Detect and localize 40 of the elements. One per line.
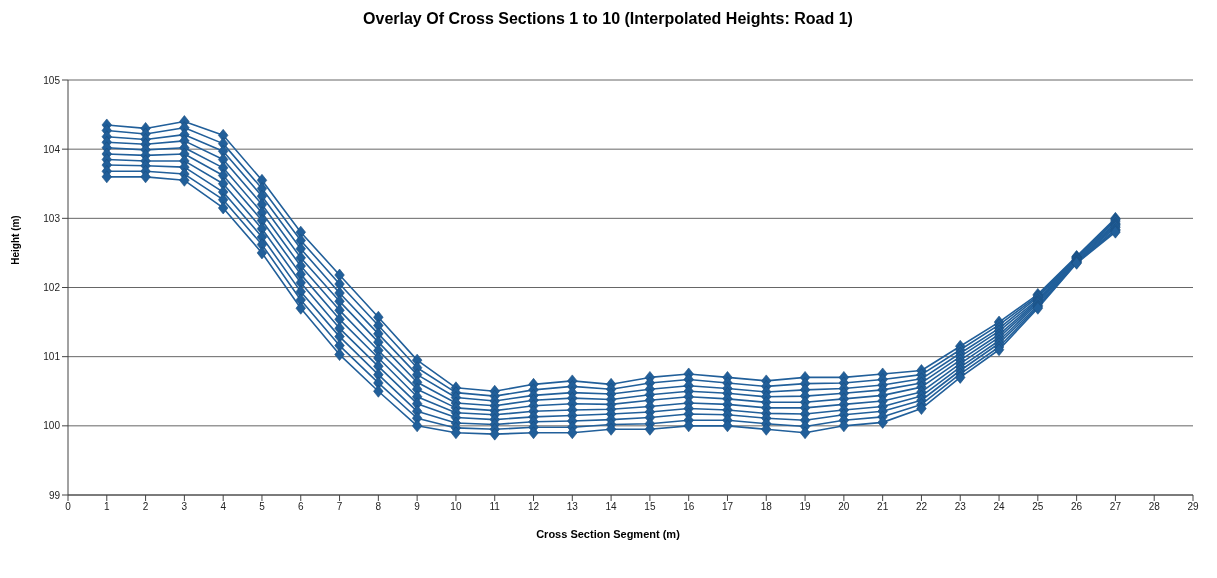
x-tick-label: 15 [644, 501, 656, 513]
x-tick-label: 7 [336, 501, 343, 513]
x-tick-label: 23 [954, 501, 967, 513]
x-tick-label: 18 [760, 501, 773, 513]
x-tick-label: 20 [838, 501, 850, 513]
y-tick-label: 101 [43, 351, 61, 363]
x-tick-label: 2 [142, 501, 149, 513]
x-tick-label: 16 [683, 501, 695, 513]
x-tick-label: 28 [1148, 501, 1161, 513]
y-tick-label: 104 [43, 143, 61, 155]
x-tick-label: 29 [1187, 501, 1199, 513]
x-tick-label: 8 [375, 501, 382, 513]
x-tick-label: 1 [104, 501, 111, 513]
x-tick-label: 0 [65, 501, 72, 513]
y-tick-label: 100 [43, 420, 61, 432]
x-tick-label: 19 [799, 501, 812, 513]
x-tick-label: 22 [915, 501, 928, 513]
x-tick-label: 25 [1032, 501, 1044, 513]
x-tick-label: 4 [220, 501, 227, 513]
x-tick-label: 21 [877, 501, 889, 513]
y-tick-label: 102 [43, 282, 61, 294]
y-tick-label: 103 [43, 212, 61, 224]
x-tick-label: 11 [489, 501, 501, 513]
x-tick-label: 24 [993, 501, 1006, 513]
x-tick-label: 6 [297, 501, 304, 513]
x-tick-label: 9 [414, 501, 421, 513]
x-tick-label: 27 [1109, 501, 1122, 513]
chart-title: Overlay Of Cross Sections 1 to 10 (Interpolated Heights: Road 1) [362, 10, 854, 29]
x-tick-label: 13 [566, 501, 579, 513]
x-tick-label: 10 [450, 501, 462, 513]
y-tick-label: 99 [48, 489, 61, 501]
x-tick-label: 26 [1071, 501, 1083, 513]
x-axis-title: Cross Section Segment (m) [535, 528, 681, 540]
x-tick-label: 5 [259, 501, 266, 513]
y-tick-label: 105 [43, 74, 61, 86]
x-tick-label: 14 [605, 501, 618, 513]
y-axis-title: Height (m) [10, 214, 21, 267]
x-tick-label: 3 [181, 501, 188, 513]
x-tick-label: 17 [721, 501, 734, 513]
x-tick-label: 12 [527, 501, 540, 513]
